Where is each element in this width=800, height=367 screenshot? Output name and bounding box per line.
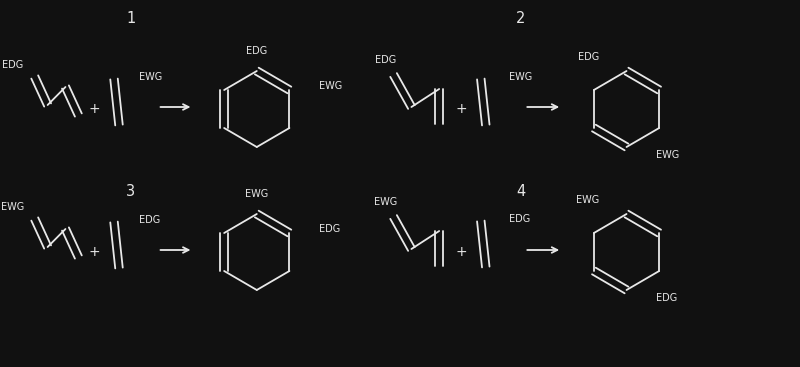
- Text: +: +: [88, 102, 100, 116]
- Text: EDG: EDG: [656, 293, 678, 303]
- Text: 1: 1: [126, 11, 135, 26]
- Text: EDG: EDG: [319, 224, 340, 234]
- Text: 3: 3: [126, 185, 135, 200]
- Text: EWG: EWG: [139, 72, 162, 82]
- Text: EWG: EWG: [575, 195, 598, 205]
- Text: 4: 4: [516, 185, 525, 200]
- Text: EWG: EWG: [2, 202, 25, 212]
- Text: EDG: EDG: [139, 215, 160, 225]
- Text: EWG: EWG: [374, 197, 398, 207]
- Text: +: +: [455, 245, 466, 259]
- Text: 2: 2: [516, 11, 525, 26]
- Text: EWG: EWG: [656, 150, 679, 160]
- Text: EDG: EDG: [578, 52, 598, 62]
- Text: EDG: EDG: [375, 55, 396, 65]
- Text: EWG: EWG: [319, 81, 342, 91]
- Text: +: +: [455, 102, 466, 116]
- Text: EDG: EDG: [246, 46, 267, 56]
- Text: +: +: [88, 245, 100, 259]
- Text: EDG: EDG: [2, 60, 23, 70]
- Text: EWG: EWG: [509, 72, 532, 82]
- Text: EDG: EDG: [509, 214, 530, 224]
- Text: EWG: EWG: [245, 189, 269, 199]
